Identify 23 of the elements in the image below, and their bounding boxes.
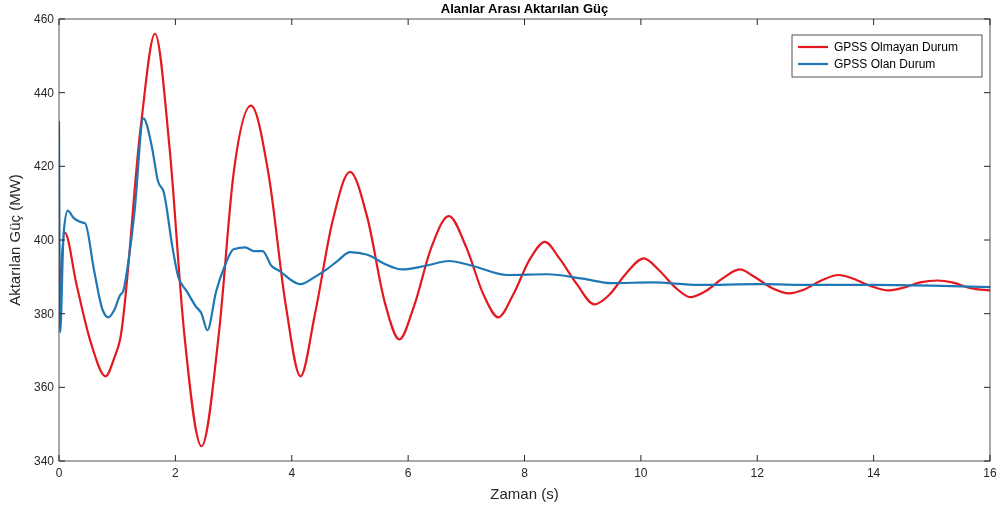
x-tick-label: 4 <box>288 466 296 480</box>
chart-title: Alanlar Arası Aktarılan Güç <box>440 1 609 16</box>
legend-label: GPSS Olmayan Durum <box>834 40 959 54</box>
line-series <box>59 117 990 334</box>
y-tick-label: 400 <box>33 233 55 247</box>
y-tick-label: 340 <box>33 454 55 468</box>
y-axis-title: Aktarılan Güç (MW) <box>6 174 23 306</box>
legend-label: GPSS Olan Durum <box>834 57 936 71</box>
line-series <box>59 32 990 448</box>
x-tick-label: 8 <box>521 466 529 480</box>
y-tick-label: 420 <box>33 159 55 174</box>
x-axis-title: Zaman (s) <box>490 485 559 502</box>
y-tick-label: 360 <box>33 380 55 395</box>
x-tick-label: 6 <box>404 466 412 480</box>
x-tick-label: 16 <box>983 466 997 480</box>
x-tick-label: 12 <box>750 466 765 480</box>
x-tick-label: 0 <box>55 466 63 480</box>
x-tick-label: 14 <box>866 466 881 480</box>
x-tick-label: 10 <box>634 466 648 480</box>
x-tick-label: 2 <box>172 466 180 480</box>
y-tick-label: 460 <box>33 12 55 26</box>
y-tick-label: 440 <box>33 85 55 100</box>
y-tick-label: 380 <box>33 306 55 321</box>
